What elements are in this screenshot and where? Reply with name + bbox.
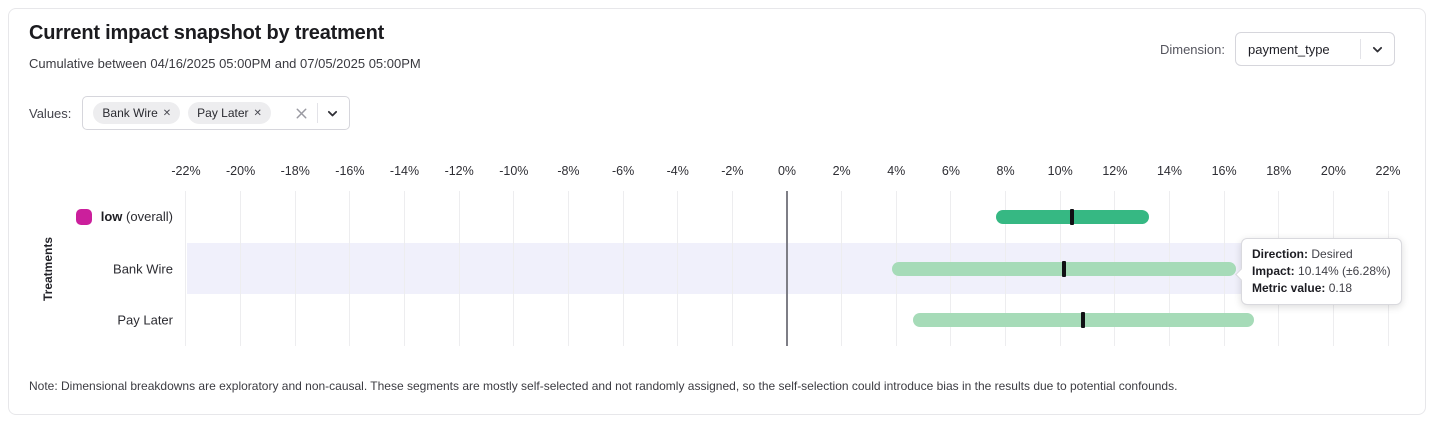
x-axis-tick-label: 6%	[941, 164, 960, 178]
point-estimate-marker-bank-wire	[1062, 260, 1067, 277]
row-label-text: low (overall)	[100, 209, 173, 225]
dimension-select[interactable]: payment_type	[1235, 32, 1395, 66]
gridline	[567, 191, 569, 346]
values-filter: Values: Bank Wire ✕ Pay Later ✕	[29, 96, 351, 130]
point-estimate-marker-pay-later	[1081, 312, 1086, 329]
row-label-text: Pay Later	[117, 312, 173, 328]
row-label-text: Bank Wire	[113, 261, 173, 276]
point-estimate-marker-low	[1070, 208, 1075, 225]
x-axis-tick-label: -16%	[335, 164, 365, 178]
x-axis-tick-label: -2%	[721, 164, 744, 178]
values-divider	[317, 103, 319, 123]
tooltip: Direction: Desired Impact: 10.14% (±6.28%…	[1235, 238, 1402, 305]
gridline	[349, 191, 351, 346]
tooltip-line: Metric value: 0.18	[1252, 281, 1353, 295]
select-divider	[1360, 39, 1361, 59]
x-axis-tick-label: -6%	[611, 164, 635, 178]
x-axis-tick-label: -22%	[171, 164, 201, 178]
plot-area: -22% -20% -18% -16% -14% -12% -10% -8% -6% -4% -2%…	[171, 164, 1401, 346]
x-axis-tick-label: 4%	[887, 164, 906, 178]
dimension-selected-value: payment_type	[1248, 41, 1330, 57]
x-axis-tick-label: -8%	[557, 164, 580, 178]
x-axis-tick-label: -4%	[666, 164, 689, 178]
values-label: Values:	[29, 105, 72, 121]
x-axis-tick-label: 0%	[777, 164, 797, 178]
x-axis-tick-label: 8%	[996, 164, 1015, 178]
gridline	[677, 191, 679, 346]
page-title: Current impact snapshot by treatment	[29, 22, 385, 44]
value-chip[interactable]: Bank Wire ✕	[93, 102, 181, 124]
x-axis-tick-label: -18%	[280, 164, 310, 178]
gridline	[185, 191, 187, 346]
row-label-bank-wire: Bank Wire	[113, 261, 173, 276]
x-axis-tick-label: 12%	[1102, 164, 1128, 178]
x-axis-tick-label: 16%	[1211, 164, 1237, 178]
selected-value-chips: Bank Wire ✕ Pay Later ✕	[93, 102, 271, 124]
x-axis-tick-label: 22%	[1375, 164, 1401, 178]
gridline	[513, 191, 515, 346]
gridline	[294, 191, 296, 346]
chip-remove-icon[interactable]: ✕	[162, 107, 172, 119]
x-axis-tick-label: -14%	[389, 164, 420, 178]
x-axis-tick-label: 10%	[1047, 164, 1073, 178]
date-range-subtitle: Cumulative between 04/16/2025 05:00PM an…	[29, 56, 421, 71]
chip-remove-icon[interactable]: ✕	[253, 107, 262, 119]
x-axis-tick-label: -10%	[499, 164, 529, 178]
zero-baseline	[786, 191, 788, 346]
dimension-label: Dimension:	[1159, 41, 1225, 57]
x-axis-tick-label: -20%	[226, 164, 256, 178]
value-chip-label: Bank Wire	[102, 106, 158, 120]
gridline	[731, 191, 733, 346]
gridline	[240, 191, 242, 346]
footnote: Note: Dimensional breakdowns are explora…	[29, 379, 1178, 393]
x-axis-tick-label: 20%	[1320, 164, 1346, 178]
clear-all-icon[interactable]	[294, 106, 309, 121]
treatment-row-labels: low (overall) Bank Wire Pay Later	[9, 191, 173, 346]
chevron-down-icon[interactable]	[326, 107, 339, 120]
tooltip-line: Impact: 10.14% (±6.28%)	[1252, 264, 1391, 278]
chevron-down-icon[interactable]	[1361, 43, 1394, 56]
x-axis-tick-label: 14%	[1156, 164, 1182, 178]
values-actions	[294, 103, 339, 123]
gridline	[622, 191, 624, 346]
gridline	[458, 191, 460, 346]
tooltip-line: Direction: Desired	[1252, 247, 1353, 261]
x-axis-tick-label: -12%	[444, 164, 474, 178]
row-label-pay-later: Pay Later	[117, 313, 173, 328]
x-axis-tick-label: 2%	[832, 164, 851, 178]
value-chip[interactable]: Pay Later ✕	[188, 102, 271, 124]
values-multiselect[interactable]: Bank Wire ✕ Pay Later ✕	[82, 96, 351, 130]
value-chip-label: Pay Later	[197, 106, 249, 120]
x-axis-tick-label: 18%	[1266, 164, 1292, 178]
dimension-control: Dimension: payment_type	[1160, 32, 1395, 66]
row-label-low: low (overall)	[75, 208, 173, 225]
gridline	[404, 191, 406, 346]
gridline	[841, 191, 843, 346]
impact-snapshot-card: Current impact snapshot by treatment Cum…	[8, 8, 1426, 415]
legend-swatch	[75, 208, 92, 225]
